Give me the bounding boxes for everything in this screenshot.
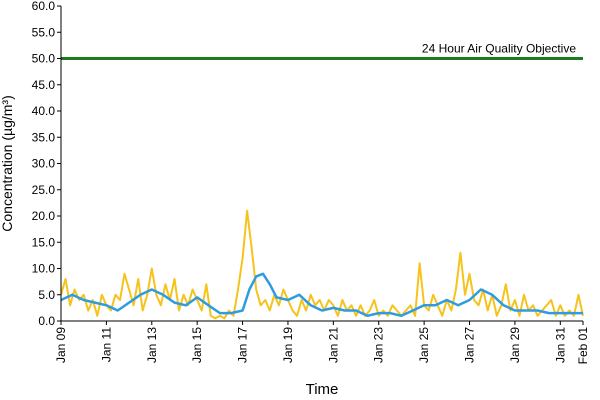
y-tick-label: 50.0 bbox=[32, 52, 56, 66]
x-tick-label: Jan 13 bbox=[145, 327, 159, 363]
y-tick-label: 40.0 bbox=[32, 104, 56, 118]
series-line-blue bbox=[60, 272, 583, 318]
x-tick-label: Jan 27 bbox=[463, 327, 477, 363]
x-tick-label: Jan 31 bbox=[553, 327, 567, 363]
x-tick-label: Jan 29 bbox=[508, 327, 522, 363]
x-tick-label: Jan 25 bbox=[417, 327, 431, 363]
y-tick-label: 30.0 bbox=[32, 157, 56, 171]
y-tick-label: 60.0 bbox=[32, 0, 56, 13]
y-axis-title: Concentration (µg/m³) bbox=[0, 95, 15, 231]
y-tick-label: 0.0 bbox=[38, 314, 55, 328]
y-axis-title-group: Concentration (µg/m³) bbox=[0, 95, 15, 231]
y-tick-label: 20.0 bbox=[32, 209, 56, 223]
x-tick-label: Jan 09 bbox=[54, 327, 68, 363]
y-axis-ticks: 0.0 5.0 10.0 15.0 20.0 25.0 30.0 35.0 40.0 45.0 50… bbox=[32, 0, 61, 328]
x-tick-label: Jan 15 bbox=[190, 327, 204, 363]
y-tick-label: 55.0 bbox=[32, 25, 56, 39]
y-tick-label: 5.0 bbox=[38, 288, 55, 302]
x-tick-label: Jan 23 bbox=[372, 327, 386, 363]
x-axis-ticks: Jan 09 Jan 11 Jan 13 Jan 15 Jan 17 Jan 19 Jan … bbox=[54, 321, 590, 364]
y-tick-label: 10.0 bbox=[32, 262, 56, 276]
x-tick-label: Feb 01 bbox=[576, 327, 590, 365]
y-tick-label: 25.0 bbox=[32, 183, 56, 197]
y-tick-label: 35.0 bbox=[32, 130, 56, 144]
x-tick-label: Jan 21 bbox=[326, 327, 340, 363]
x-tick-label: Jan 11 bbox=[99, 327, 113, 362]
y-tick-label: 45.0 bbox=[32, 78, 56, 92]
y-tick-label: 15.0 bbox=[32, 235, 56, 249]
series-layer bbox=[60, 209, 584, 320]
x-axis-title: Time bbox=[306, 381, 339, 398]
x-tick-label: Jan 17 bbox=[236, 327, 250, 363]
x-tick-label: Jan 19 bbox=[281, 327, 295, 363]
series-line-yellow bbox=[60, 209, 584, 320]
objective-label: 24 Hour Air Quality Objective bbox=[422, 42, 576, 56]
